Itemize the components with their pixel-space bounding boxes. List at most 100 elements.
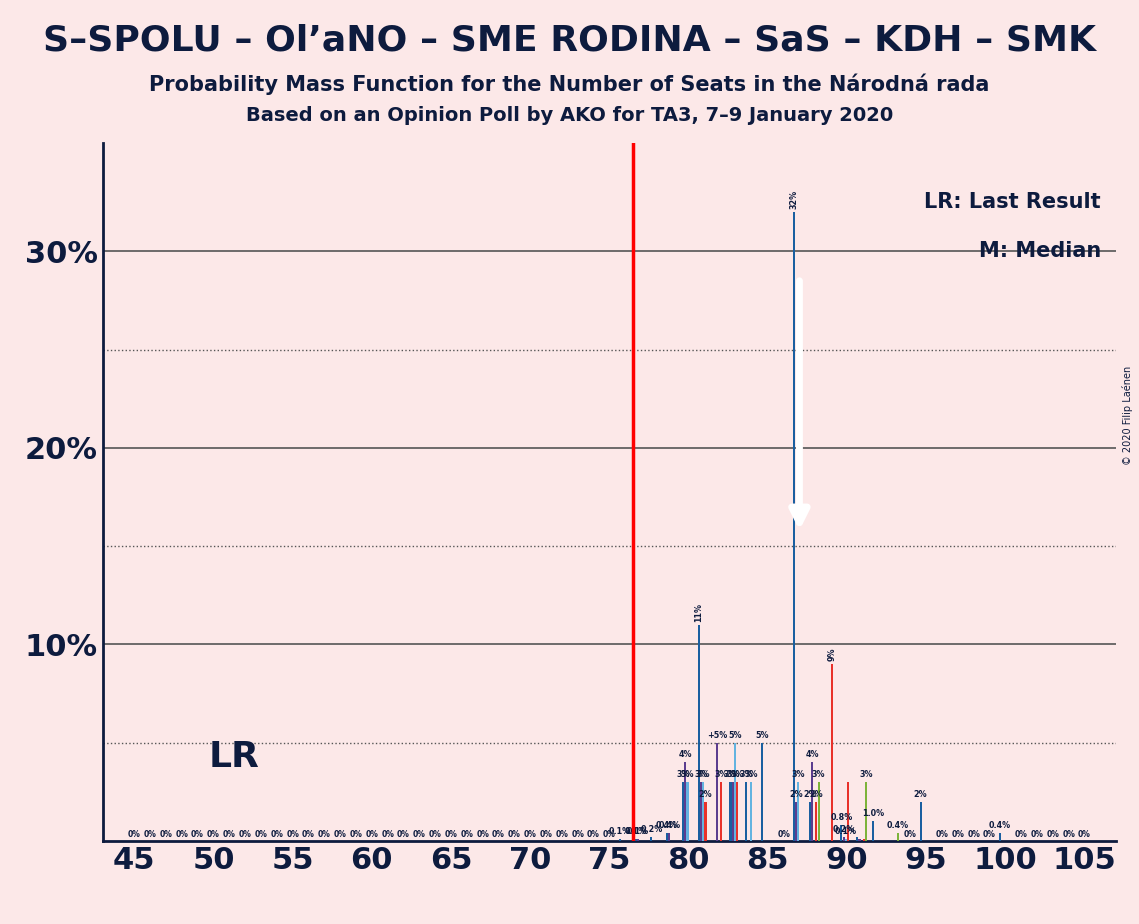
Bar bbox=[919, 801, 921, 841]
Text: 11%: 11% bbox=[695, 602, 704, 622]
Text: Based on an Opinion Poll by AKO for TA3, 7–9 January 2020: Based on an Opinion Poll by AKO for TA3,… bbox=[246, 106, 893, 126]
Text: 0.8%: 0.8% bbox=[830, 813, 852, 822]
Text: 0%: 0% bbox=[508, 831, 521, 839]
Text: 3%: 3% bbox=[681, 770, 694, 779]
Text: 3%: 3% bbox=[739, 770, 753, 779]
Bar bbox=[698, 625, 699, 841]
Text: 0.1%: 0.1% bbox=[835, 827, 857, 836]
Text: 0%: 0% bbox=[603, 831, 616, 839]
Bar bbox=[687, 782, 688, 841]
Text: LR: LR bbox=[208, 740, 260, 774]
Text: © 2020 Filip Laénen: © 2020 Filip Laénen bbox=[1122, 366, 1133, 466]
Bar bbox=[634, 839, 637, 841]
Text: 2%: 2% bbox=[913, 790, 927, 798]
Text: 5%: 5% bbox=[755, 731, 769, 739]
Text: 2%: 2% bbox=[810, 790, 823, 798]
Text: 0%: 0% bbox=[1063, 831, 1075, 839]
Bar bbox=[847, 782, 849, 841]
Text: 1.0%: 1.0% bbox=[862, 809, 884, 819]
Bar bbox=[637, 839, 639, 841]
Bar bbox=[650, 837, 653, 841]
Bar bbox=[857, 837, 859, 841]
Text: 9%: 9% bbox=[828, 648, 837, 661]
Bar bbox=[831, 664, 834, 841]
Text: 0%: 0% bbox=[444, 831, 458, 839]
Bar bbox=[809, 801, 811, 841]
Text: 3%: 3% bbox=[792, 770, 805, 779]
Text: 0%: 0% bbox=[350, 831, 362, 839]
Text: +5%: +5% bbox=[707, 731, 727, 739]
Bar bbox=[736, 782, 738, 841]
Text: 0%: 0% bbox=[460, 831, 473, 839]
Text: 0%: 0% bbox=[556, 831, 568, 839]
Bar bbox=[685, 762, 687, 841]
Text: 0%: 0% bbox=[318, 831, 330, 839]
Text: 0.2%: 0.2% bbox=[640, 825, 663, 834]
Bar bbox=[700, 782, 702, 841]
Text: 3%: 3% bbox=[695, 770, 707, 779]
Text: 0.4%: 0.4% bbox=[989, 821, 1011, 830]
Bar bbox=[818, 782, 820, 841]
Bar bbox=[872, 821, 874, 841]
Text: 0%: 0% bbox=[1079, 831, 1091, 839]
Text: 3%: 3% bbox=[730, 770, 744, 779]
Text: 0%: 0% bbox=[191, 831, 204, 839]
Text: 0%: 0% bbox=[1031, 831, 1043, 839]
Text: 3%: 3% bbox=[697, 770, 710, 779]
Text: 0%: 0% bbox=[334, 831, 346, 839]
Text: 0%: 0% bbox=[398, 831, 410, 839]
Bar bbox=[682, 782, 685, 841]
Bar bbox=[795, 801, 797, 841]
Text: 3%: 3% bbox=[677, 770, 690, 779]
Text: 3%: 3% bbox=[714, 770, 728, 779]
Bar bbox=[845, 839, 847, 841]
Text: 0%: 0% bbox=[904, 831, 917, 839]
Bar bbox=[843, 837, 845, 841]
Bar bbox=[703, 782, 704, 841]
Text: 0%: 0% bbox=[587, 831, 600, 839]
Bar bbox=[863, 839, 865, 841]
Bar bbox=[731, 782, 734, 841]
Text: 4%: 4% bbox=[679, 750, 693, 760]
Text: 0%: 0% bbox=[128, 831, 140, 839]
Text: 0%: 0% bbox=[524, 831, 536, 839]
Text: 0%: 0% bbox=[286, 831, 300, 839]
Text: 0%: 0% bbox=[983, 831, 995, 839]
Text: 3%: 3% bbox=[859, 770, 872, 779]
Text: 0%: 0% bbox=[159, 831, 172, 839]
Bar bbox=[896, 833, 899, 841]
Bar bbox=[734, 743, 736, 841]
Bar bbox=[793, 212, 795, 841]
Text: 3%: 3% bbox=[726, 770, 739, 779]
Text: 0%: 0% bbox=[572, 831, 584, 839]
Text: 0%: 0% bbox=[223, 831, 236, 839]
Bar bbox=[704, 801, 706, 841]
Bar bbox=[745, 782, 747, 841]
Text: 0%: 0% bbox=[412, 831, 426, 839]
Bar bbox=[729, 782, 731, 841]
Bar bbox=[816, 801, 818, 841]
Text: 0.1%: 0.1% bbox=[626, 827, 649, 836]
Text: M: Median: M: Median bbox=[978, 241, 1101, 261]
Bar bbox=[797, 782, 800, 841]
Text: LR: Last Result: LR: Last Result bbox=[925, 192, 1101, 212]
Text: 32%: 32% bbox=[789, 190, 798, 209]
Text: 3%: 3% bbox=[744, 770, 757, 779]
Text: 0%: 0% bbox=[492, 831, 505, 839]
Text: 2%: 2% bbox=[803, 790, 817, 798]
Text: 0%: 0% bbox=[144, 831, 156, 839]
Text: S–SPOLU – Ol’aNO – SME RODINA – SaS – KDH – SMK: S–SPOLU – Ol’aNO – SME RODINA – SaS – KD… bbox=[43, 23, 1096, 57]
Text: 0%: 0% bbox=[476, 831, 489, 839]
Bar bbox=[999, 833, 1001, 841]
Text: 0%: 0% bbox=[382, 831, 394, 839]
Text: 3%: 3% bbox=[723, 770, 737, 779]
Text: 0%: 0% bbox=[270, 831, 284, 839]
Text: 5%: 5% bbox=[728, 731, 741, 739]
Text: 0%: 0% bbox=[175, 831, 188, 839]
Text: 0.1%: 0.1% bbox=[624, 827, 647, 836]
Text: 3%: 3% bbox=[812, 770, 826, 779]
Text: 4%: 4% bbox=[805, 750, 819, 760]
Text: 0%: 0% bbox=[935, 831, 949, 839]
Text: 0%: 0% bbox=[777, 831, 790, 839]
Bar bbox=[811, 762, 813, 841]
